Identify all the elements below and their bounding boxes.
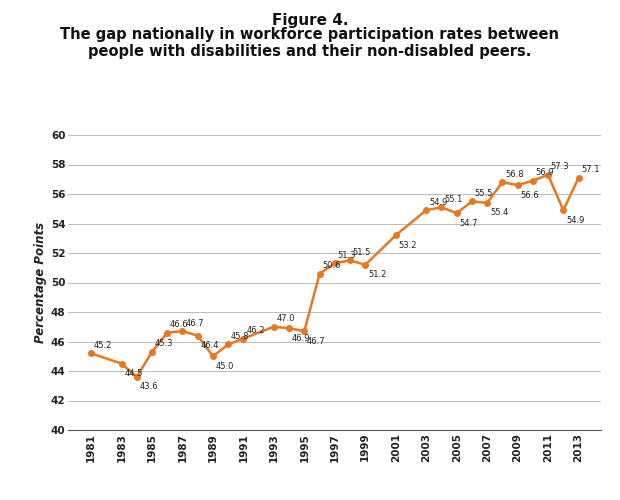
Text: 50.6: 50.6 [322,261,341,270]
Text: 46.7: 46.7 [185,318,204,328]
Text: 45.2: 45.2 [94,340,112,349]
Text: 44.5: 44.5 [124,369,143,378]
Text: 43.6: 43.6 [140,382,158,392]
Text: 57.3: 57.3 [551,162,570,172]
Text: 45.3: 45.3 [155,340,173,348]
Text: 46.4: 46.4 [200,341,219,350]
Text: 55.4: 55.4 [490,208,508,218]
Text: 46.2: 46.2 [246,326,265,335]
Text: 55.5: 55.5 [475,189,493,198]
Text: 56.8: 56.8 [505,170,524,178]
Text: people with disabilities and their non-disabled peers.: people with disabilities and their non-d… [88,44,532,59]
Text: 56.6: 56.6 [520,190,539,200]
Text: 45.8: 45.8 [231,332,249,341]
Text: 46.9: 46.9 [292,334,311,342]
Text: 54.9: 54.9 [566,216,585,224]
Text: 56.9: 56.9 [536,168,554,177]
Text: 51.5: 51.5 [353,248,371,257]
Text: 57.1: 57.1 [582,165,600,174]
Y-axis label: Percentage Points: Percentage Points [33,222,46,343]
Text: 51.2: 51.2 [368,270,386,280]
Text: 51.3: 51.3 [337,251,356,260]
Text: 47.0: 47.0 [277,314,295,323]
Text: Figure 4.: Figure 4. [272,12,348,28]
Text: 54.9: 54.9 [429,198,448,206]
Text: 55.1: 55.1 [444,194,463,203]
Text: 46.7: 46.7 [307,336,326,345]
Text: 54.7: 54.7 [459,218,478,228]
Text: The gap nationally in workforce participation rates between: The gap nationally in workforce particip… [61,28,559,42]
Text: 46.6: 46.6 [170,320,188,329]
Text: 45.0: 45.0 [216,362,234,371]
Text: 53.2: 53.2 [399,241,417,250]
